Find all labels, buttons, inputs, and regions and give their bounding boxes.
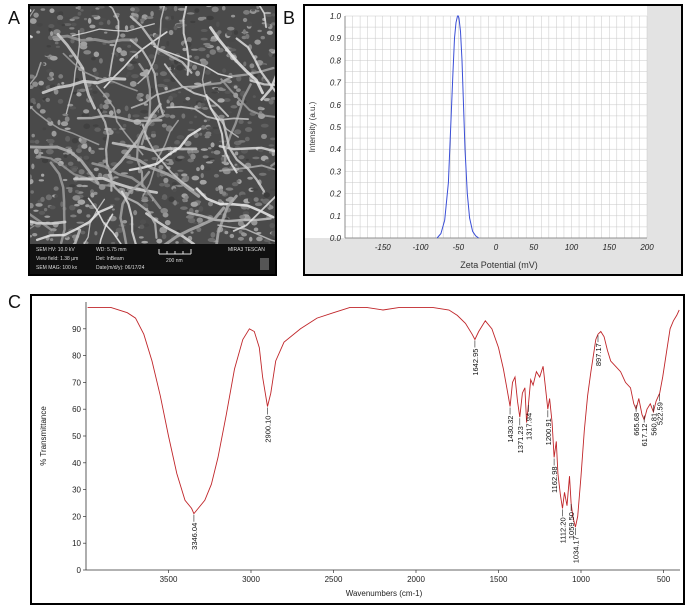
sem-wd-text: WD: 5.75 mm (96, 247, 127, 253)
sem-det-text: Det: InBeam (96, 256, 124, 262)
zeta-x-tick-label: 50 (529, 243, 538, 252)
ftir-peak-label: 522.59 (656, 402, 665, 425)
panel-label-c: C (8, 292, 21, 312)
ftir-peak-label: 1112.20 (559, 517, 568, 543)
zeta-y-tick-label: 0.7 (330, 79, 342, 88)
ftir-peak-label: 1200.91 (544, 418, 553, 445)
ftir-x-tick-label: 1500 (490, 575, 508, 584)
sem-info-bar: SEM HV: 10.0 kV WD: 5.75 mm View field: … (30, 244, 275, 274)
zeta-y-tick-label: 0.8 (330, 56, 342, 65)
ftir-x-tick-label: 2000 (407, 575, 425, 584)
sem-mag-text: SEM MAG: 100 kx (36, 265, 78, 271)
sem-scalebar (158, 249, 192, 255)
ftir-y-tick-label: 40 (72, 459, 81, 468)
zeta-x-tick-label: 100 (565, 243, 579, 252)
zeta-y-tick-label: 0.1 (330, 212, 341, 221)
ftir-y-tick-label: 80 (72, 352, 81, 361)
zeta-y-tick-label: 0.6 (330, 101, 342, 110)
zeta-y-tick-label: 0.2 (330, 190, 342, 199)
zeta-x-tick-label: 150 (603, 243, 617, 252)
ftir-x-tick-label: 500 (657, 575, 671, 584)
ftir-peak-label: 3346.04 (190, 523, 199, 550)
ftir-x-axis-label: Wavenumbers (cm-1) (346, 589, 423, 598)
sem-logo-icon (260, 258, 269, 270)
zeta-x-tick-label: 0 (494, 243, 499, 252)
ftir-y-tick-label: 60 (72, 405, 81, 414)
ftir-y-tick-label: 50 (72, 432, 81, 441)
sem-brand-text: MIRA3 TESCAN (228, 247, 265, 253)
ftir-peak-label: 560.81 (649, 413, 658, 436)
ftir-peak-label: 1317.94 (525, 413, 534, 440)
ftir-series-line (87, 306, 680, 528)
zeta-y-tick-label: 1.0 (330, 12, 342, 21)
zeta-x-tick-label: -50 (452, 243, 464, 252)
ftir-peak-label: 1371.23 (516, 426, 525, 453)
ftir-x-tick-label: 1000 (572, 575, 590, 584)
panel-label-b: B (283, 8, 296, 28)
sem-micrograph-panel: SEM HV: 10.0 kV WD: 5.75 mm View field: … (28, 4, 277, 276)
zeta-y-tick-label: 0.4 (330, 145, 342, 154)
zeta-potential-panel: -150 -100 -50 0 50 100 150 200 0.0 0.1 0.2 0.3 0.4 0.… (303, 4, 683, 276)
sem-date-text: Date(m/d/y): 06/17/24 (96, 265, 145, 271)
ftir-y-axis-label: % Transmittance (39, 406, 48, 466)
ftir-spectrum-chart: 3500 3000 2500 2000 1500 1000 500 0 10 20 30 40 50 60… (39, 302, 680, 598)
ftir-y-tick-label: 0 (77, 566, 82, 575)
ftir-peak-label: 1034.17 (571, 536, 580, 563)
zeta-x-tick-label: 200 (639, 243, 654, 252)
ftir-y-tick-label: 30 (72, 486, 81, 495)
ftir-peak-label: 617.12 (640, 424, 649, 447)
ftir-x-tick-label: 2500 (325, 575, 343, 584)
zeta-series-line (436, 15, 479, 239)
zeta-x-tick-label: -100 (412, 243, 429, 252)
ftir-x-tick-label: 3000 (242, 575, 260, 584)
sem-scale-text: 200 nm (166, 258, 183, 264)
panel-label-a: A (8, 8, 21, 28)
ftir-y-tick-label: 10 (72, 539, 81, 548)
ftir-y-tick-label: 90 (72, 325, 81, 334)
ftir-peak-label: 897.17 (594, 343, 603, 366)
zeta-y-tick-label: 0.3 (330, 167, 342, 176)
zeta-x-axis-label: Zeta Potential (mV) (460, 260, 538, 270)
zeta-y-tick-label: 0.5 (330, 123, 342, 132)
ftir-y-tick-label: 70 (72, 378, 81, 387)
ftir-peak-label: 665.68 (632, 413, 641, 436)
ftir-peak-label: 2900.10 (264, 416, 273, 443)
zeta-potential-chart: -150 -100 -50 0 50 100 150 200 0.0 0.1 0.2 0.3 0.4 0.… (305, 6, 681, 274)
zeta-y-tick-label: 0.9 (330, 34, 342, 43)
ftir-y-tick-label: 20 (72, 512, 81, 521)
ftir-peak-label: 1642.95 (471, 349, 480, 376)
ftir-x-tick-label: 3500 (160, 575, 178, 584)
zeta-y-tick-label: 0.0 (330, 234, 342, 243)
sem-view-text: View field: 1.38 µm (36, 256, 79, 262)
ftir-peak-label: 1430.32 (506, 416, 515, 443)
ftir-panel: 3500 3000 2500 2000 1500 1000 500 0 10 20 30 40 50 60… (30, 294, 685, 605)
sem-micrograph-image (30, 6, 275, 244)
sem-hv-text: SEM HV: 10.0 kV (36, 247, 75, 253)
ftir-peak-label: 1162.98 (550, 466, 559, 493)
ftir-peak-label: 1059.50 (567, 512, 576, 539)
zeta-x-tick-label: -150 (375, 243, 392, 252)
zeta-y-axis-label: Intensity (a.u.) (308, 101, 317, 152)
